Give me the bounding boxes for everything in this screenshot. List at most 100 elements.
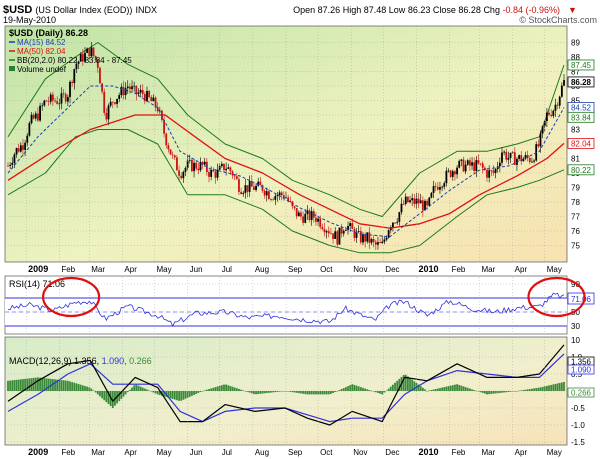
macd-histogram-bar (436, 388, 439, 391)
price-tag-label: 86.28 (571, 78, 592, 87)
candle-body (114, 102, 116, 104)
candle-body (47, 101, 50, 102)
macd-histogram-bar (355, 385, 358, 391)
macd-histogram-bar (430, 390, 433, 391)
candle-body (135, 85, 138, 95)
candle-body (34, 113, 37, 119)
candle-body (505, 151, 508, 160)
candle-body (488, 170, 491, 178)
macd-histogram-bar (368, 390, 371, 391)
candle-body (105, 112, 108, 120)
macd-histogram-bar (96, 391, 99, 395)
candle-body (43, 100, 46, 106)
macd-histogram-bar (475, 390, 478, 392)
price-tick-label-y: 79 (571, 184, 580, 193)
candle-body (347, 226, 349, 231)
price-tag-label: 82.04 (571, 139, 592, 148)
macd-histogram-bar (180, 391, 183, 401)
macd-histogram-bar (257, 391, 260, 395)
macd-histogram-bar (111, 391, 114, 408)
candle-body (146, 90, 148, 102)
candle-body (543, 121, 546, 127)
macd-histogram-bar (558, 382, 561, 391)
candle-body (7, 165, 9, 167)
candle-body (520, 155, 523, 162)
rsi-value-tag-box (567, 292, 595, 305)
macd-histogram-bar (563, 381, 565, 391)
macd-histogram-bar (451, 385, 454, 391)
candle-body (411, 198, 414, 201)
candle-body (274, 195, 277, 200)
macd-histogram-bar (146, 389, 148, 391)
candle-body (128, 86, 131, 90)
candle-body (334, 231, 337, 239)
macd-histogram-bar (216, 386, 219, 391)
macd-histogram-bar (556, 383, 559, 391)
macd-histogram-bar (274, 391, 277, 393)
macd-histogram-bar (171, 391, 174, 399)
candle-body (321, 227, 324, 230)
candle-body (327, 231, 330, 234)
macd-histogram-bar (379, 391, 381, 394)
candle-body (176, 157, 178, 171)
macd-tag-label: 1.356 (571, 358, 592, 367)
candle-body (282, 195, 285, 198)
candle-body (287, 197, 290, 202)
macd-histogram-bar (79, 384, 82, 391)
macd-tick-label-x: May (547, 448, 562, 457)
macd-histogram-bar (37, 377, 39, 391)
candle-body (28, 123, 31, 136)
price-tick-label-x: May (156, 265, 171, 274)
macd-histogram-bar (359, 387, 362, 391)
macd-histogram-bar (244, 391, 247, 392)
candle-body (522, 158, 525, 162)
candle-body (60, 93, 63, 104)
candle-body (37, 113, 39, 121)
price-tag-label: 83.84 (571, 113, 592, 122)
price-legend: $USD (Daily) 86.28 MA(15) 84.52 MA(50) 8… (9, 28, 132, 74)
macd-histogram-bar (413, 381, 416, 391)
macd-histogram-bar (321, 391, 324, 395)
macd-histogram-bar (255, 391, 257, 395)
macd-histogram-bar (383, 391, 386, 393)
candle-body (436, 186, 439, 190)
macd-histogram-bar (327, 391, 330, 395)
price-tag-label: 84.52 (571, 103, 592, 112)
candle-body (280, 192, 283, 196)
candle-body (556, 104, 559, 106)
candle-body (131, 86, 133, 90)
macd-histogram-bar (377, 391, 379, 393)
macd-histogram-bar (353, 384, 356, 391)
candle-body (233, 175, 236, 177)
candle-body (30, 114, 33, 124)
candle-body (244, 185, 247, 193)
candle-body (306, 210, 309, 214)
price-tick-label-y: 88 (571, 53, 580, 62)
macd-histogram-bar (176, 391, 178, 401)
candle-body (552, 110, 555, 117)
candle-body (173, 155, 176, 158)
candle-body (253, 186, 255, 190)
candle-body (409, 200, 411, 203)
candle-body (52, 94, 54, 101)
macd-histogram-bar (261, 391, 264, 394)
macd-histogram-bar (458, 384, 461, 391)
candle-body (366, 232, 369, 242)
macd-histogram-bar (503, 391, 506, 393)
price-tick-label-y: 85 (571, 97, 580, 106)
macd-histogram-bar (338, 390, 341, 391)
macd-histogram-bar (188, 391, 191, 397)
candle-body (460, 159, 463, 161)
price-tick-label-x: 2010 (418, 264, 438, 274)
macd-histogram-bar (94, 391, 97, 393)
price-tick-label-y: 78 (571, 198, 580, 207)
macd-histogram-bar (75, 383, 78, 391)
candle-body (528, 157, 531, 162)
candle-body (182, 171, 185, 179)
macd-histogram-bar (253, 391, 255, 395)
rsi-tick-label-y: 30 (571, 322, 580, 331)
candle-body (389, 227, 392, 231)
macd-histogram-bar (184, 391, 187, 399)
candle-body (276, 195, 279, 197)
